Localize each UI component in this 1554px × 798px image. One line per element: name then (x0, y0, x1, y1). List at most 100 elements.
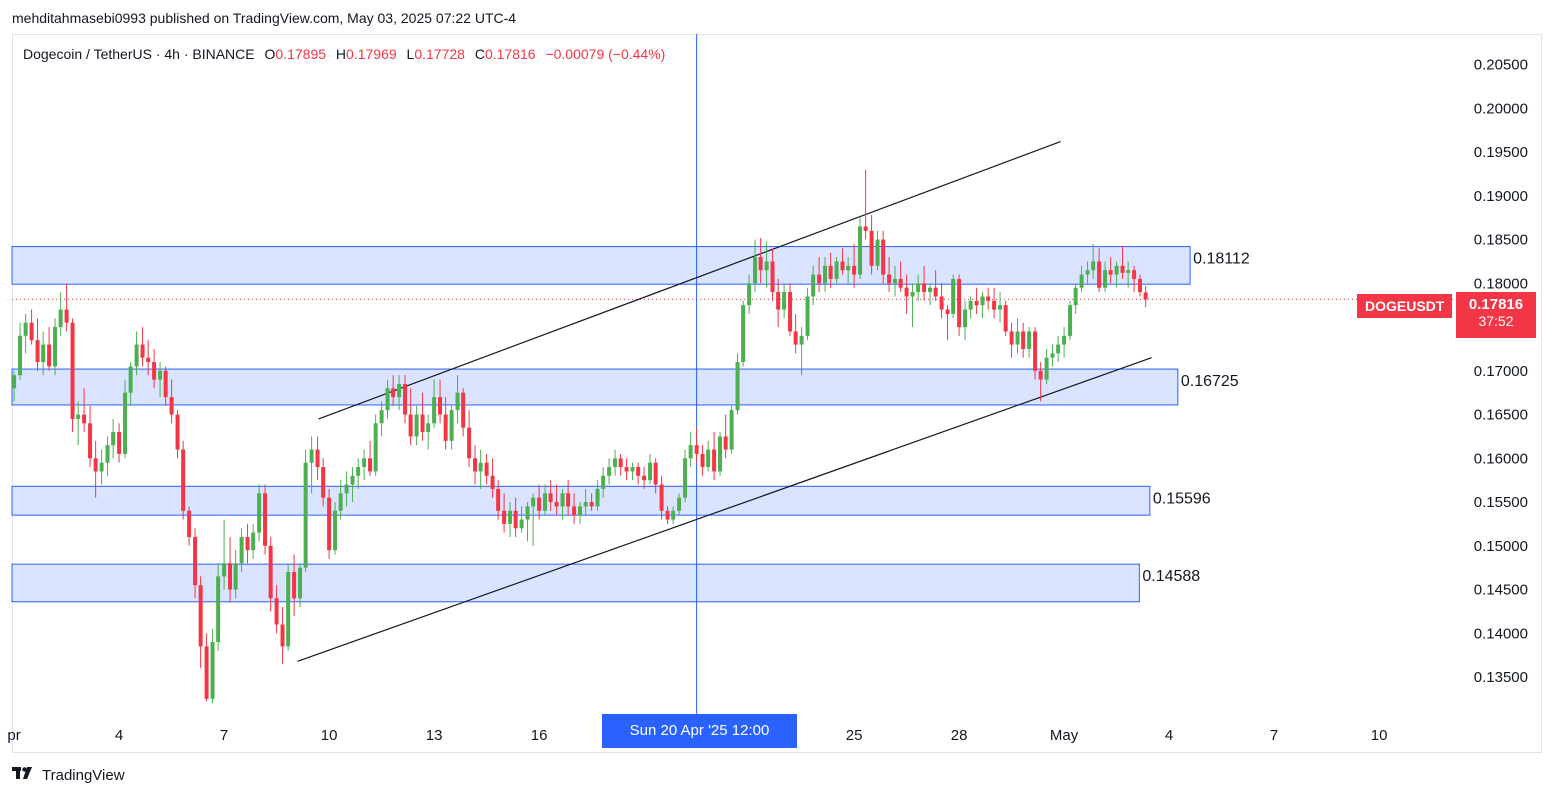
candle-body (723, 436, 728, 450)
candle-body (198, 585, 203, 647)
candle-85 (508, 502, 513, 538)
candle-16 (105, 436, 110, 476)
candle-141 (834, 257, 839, 284)
candle-53 (321, 458, 326, 507)
candle-146 (863, 169, 868, 240)
candle-110 (653, 458, 658, 494)
candle-body (333, 510, 338, 551)
candle-body (426, 423, 431, 433)
candle-body (1009, 331, 1014, 345)
candle-body (58, 309, 63, 328)
candle-170 (1003, 300, 1008, 336)
candle-156 (922, 265, 927, 301)
candle-body (846, 265, 851, 271)
open-label: O (264, 46, 276, 62)
candle-145 (858, 217, 863, 279)
x-tick-label: May (1050, 727, 1079, 744)
candle-44 (268, 537, 273, 612)
candle-173 (1021, 322, 1026, 358)
candle-108 (642, 467, 647, 489)
candle-147 (869, 215, 874, 275)
candle-body (543, 493, 548, 511)
candle-body (572, 506, 577, 516)
candle-2 (23, 313, 28, 354)
candle-body (624, 467, 629, 472)
candle-1 (18, 322, 23, 380)
candle-172 (1015, 318, 1020, 354)
candle-51 (309, 436, 314, 494)
candle-body (93, 458, 98, 472)
candle-body (1085, 270, 1090, 275)
candle-119 (706, 440, 711, 472)
candle-59 (356, 458, 361, 489)
candle-body (998, 305, 1003, 310)
x-tick-label: 4 (115, 727, 123, 744)
close-label: C (474, 46, 485, 62)
candle-21 (134, 331, 139, 376)
candle-body (618, 458, 623, 468)
candle-body (379, 410, 384, 424)
candle-82 (490, 458, 495, 498)
candle-body (706, 449, 711, 468)
candle-body (216, 576, 221, 643)
candle-body (169, 397, 174, 415)
candle-9 (64, 283, 69, 332)
candle-body (298, 567, 303, 599)
candle-25 (158, 362, 163, 398)
candle-body (1021, 331, 1026, 349)
candle-body (181, 449, 186, 511)
high-label: H (335, 46, 347, 62)
trendline-0[interactable] (318, 141, 1061, 420)
y-tick-label: 0.20500 (1474, 57, 1528, 74)
zone-label-0: 0.18112 (1193, 251, 1250, 268)
candle-body (554, 502, 559, 507)
candle-body (1114, 265, 1119, 275)
candle-body (595, 488, 600, 507)
candle-6 (47, 327, 52, 371)
candle-38 (233, 550, 238, 599)
candle-body (368, 458, 373, 472)
zone-label-2: 0.15596 (1153, 490, 1211, 507)
trendline-1[interactable] (297, 357, 1152, 662)
zone-0[interactable] (11, 246, 1191, 285)
candle-58 (350, 467, 355, 503)
candle-body (747, 283, 752, 306)
candle-body (986, 296, 991, 301)
zones-layer (11, 246, 1456, 603)
candle-81 (484, 453, 489, 485)
candle-97 (578, 502, 583, 524)
candle-69 (414, 405, 419, 446)
zone-3[interactable] (11, 563, 1140, 603)
candle-body (589, 502, 594, 507)
candle-body (893, 278, 898, 284)
candle-94 (560, 488, 565, 520)
candle-176 (1038, 362, 1043, 402)
candle-body (1003, 305, 1008, 332)
candle-100 (595, 480, 600, 511)
candle-80 (478, 449, 483, 489)
candle-153 (904, 274, 909, 314)
candle-body (473, 458, 478, 472)
candle-body (286, 572, 291, 647)
candle-body (53, 327, 58, 367)
candle-body (583, 502, 588, 507)
candle-body (548, 493, 553, 503)
candle-121 (718, 432, 723, 476)
candle-5 (41, 331, 46, 376)
candle-body (350, 475, 355, 485)
candle-body (432, 397, 437, 424)
ohlc-legend: Dogecoin / TetherUS · 4h · BINANCE O0.17… (23, 46, 665, 62)
candle-body (280, 624, 285, 647)
candle-body (1015, 331, 1020, 345)
candle-body (303, 462, 308, 568)
zone-1[interactable] (11, 368, 1179, 406)
candle-27 (169, 379, 174, 424)
candle-107 (636, 462, 641, 485)
candle-179 (1056, 335, 1061, 363)
candle-189 (1114, 261, 1119, 288)
candle-body (344, 484, 349, 494)
candle-150 (887, 257, 892, 293)
footer-brand[interactable]: TradingView (12, 766, 125, 785)
candle-body (788, 292, 793, 332)
